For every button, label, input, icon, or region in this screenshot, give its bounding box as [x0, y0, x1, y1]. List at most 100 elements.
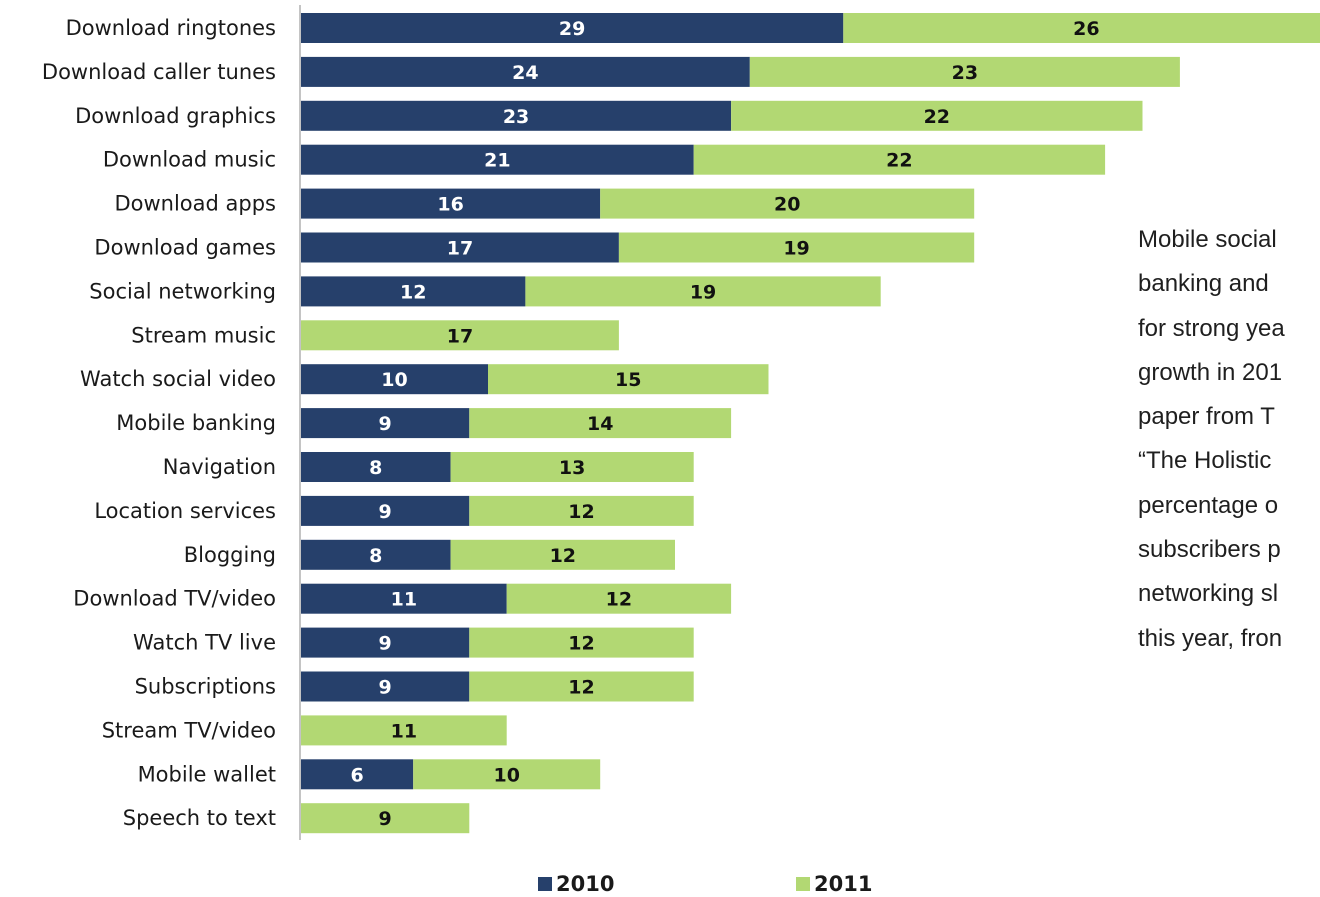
bar-2010: [301, 364, 488, 395]
note-line: paper from T: [1138, 403, 1275, 431]
bar-value-label-2010: 29: [559, 18, 585, 40]
bar-value-label-2011: 12: [606, 589, 632, 611]
category-label: Stream TV/video: [102, 718, 276, 742]
category-label: Download TV/video: [73, 587, 276, 611]
note-line: banking and: [1138, 270, 1269, 298]
category-label: Download music: [103, 148, 276, 172]
category-label: Download apps: [114, 192, 276, 216]
bar-value-label-2011: 9: [379, 808, 392, 830]
legend-item-2011: 2011: [796, 872, 872, 896]
bar-value-label-2010: 21: [484, 150, 510, 172]
bar-2011: [450, 539, 675, 570]
bar-2011: [693, 144, 1106, 175]
bar-2011: [301, 320, 619, 351]
bar-value-label-2011: 13: [559, 457, 585, 479]
note-line: Mobile social: [1138, 226, 1277, 253]
bar-value-label-2011: 23: [952, 62, 978, 84]
legend-swatch-2010: [538, 877, 552, 891]
bar-2011: [301, 803, 470, 834]
bar-value-label-2011: 10: [493, 764, 519, 786]
bar-2010: [301, 56, 750, 87]
category-label: Download graphics: [75, 104, 276, 128]
bar-value-label-2011: 12: [550, 545, 576, 567]
bar-2011: [413, 759, 601, 790]
bar-2011: [506, 583, 732, 614]
bar-value-label-2010: 9: [379, 501, 392, 523]
bar-value-label-2011: 22: [924, 106, 950, 128]
bar-value-label-2010: 12: [400, 281, 426, 303]
note-line: this year, fron: [1138, 624, 1283, 652]
bar-value-label-2011: 12: [568, 633, 594, 655]
category-label: Download games: [94, 236, 276, 260]
bar-value-label-2011: 14: [587, 413, 613, 435]
note-line: for strong yea: [1138, 314, 1285, 342]
bar-value-label-2011: 19: [783, 238, 809, 260]
bar-value-label-2011: 17: [447, 325, 473, 347]
bar-value-label-2010: 17: [447, 238, 473, 260]
bar-2011: [469, 408, 732, 439]
category-label: Subscriptions: [135, 675, 276, 699]
legend-label-2011: 2011: [814, 872, 873, 896]
bar-value-label-2010: 9: [379, 677, 392, 699]
bar-2011: [749, 56, 1180, 87]
bar-value-label-2011: 12: [568, 501, 594, 523]
bar-value-label-2011: 26: [1073, 18, 1099, 40]
bar-2011: [731, 100, 1143, 131]
bar-2010: [301, 671, 470, 702]
bar-2010: [301, 13, 844, 43]
bar-2011: [600, 188, 975, 219]
bar-value-label-2011: 11: [391, 720, 417, 742]
category-label: Speech to text: [123, 806, 276, 830]
category-label: Download ringtones: [66, 16, 276, 40]
bar-value-label-2010: 6: [350, 764, 363, 786]
bar-2010: [301, 276, 526, 307]
note-line: networking sl: [1138, 580, 1279, 608]
side-note-text: Mobile social banking and for strong yea…: [1138, 218, 1320, 661]
bar-value-label-2011: 19: [690, 281, 716, 303]
category-label: Mobile wallet: [138, 762, 276, 786]
bar-2010: [301, 495, 470, 526]
bar-2010: [301, 539, 451, 570]
bar-2010: [301, 144, 694, 175]
bar-value-label-2011: 12: [568, 677, 594, 699]
legend-swatch-2011: [796, 877, 810, 891]
bar-value-label-2010: 16: [437, 194, 463, 216]
bar-value-label-2011: 20: [774, 194, 800, 216]
bar-2010: [301, 100, 732, 131]
bar-2011: [843, 13, 1320, 43]
bar-2010: [301, 232, 619, 263]
bar-value-label-2010: 23: [503, 106, 529, 128]
bar-value-label-2010: 9: [379, 633, 392, 655]
category-label: Mobile banking: [116, 411, 276, 435]
bar-value-label-2011: 22: [886, 150, 912, 172]
category-label: Blogging: [184, 543, 276, 567]
legend-item-2010: 2010: [538, 872, 614, 896]
bar-2010: [301, 759, 414, 790]
note-line: “The Holistic: [1138, 447, 1272, 475]
category-label: Stream music: [131, 323, 276, 347]
bar-value-label-2010: 24: [512, 62, 538, 84]
bar-2011: [488, 364, 769, 395]
bar-2010: [301, 408, 470, 439]
bar-2010: [301, 188, 601, 219]
category-label: Social networking: [89, 279, 276, 303]
bar-2010: [301, 452, 451, 482]
category-label: Watch social video: [80, 367, 276, 391]
bar-value-label-2010: 8: [369, 545, 382, 567]
bar-2010: [301, 627, 470, 658]
category-label: Navigation: [163, 455, 276, 479]
bar-2011: [469, 671, 694, 702]
category-label: Location services: [94, 499, 276, 523]
bar-2011: [469, 627, 694, 658]
bar-2011: [618, 232, 975, 263]
bar-value-label-2010: 10: [381, 369, 407, 391]
note-line: subscribers p: [1138, 536, 1281, 564]
category-label: Download caller tunes: [42, 60, 276, 84]
category-label: Watch TV live: [133, 631, 276, 655]
bar-2011: [525, 276, 881, 307]
bar-2011: [469, 495, 694, 526]
bar-value-label-2010: 9: [379, 413, 392, 435]
bar-2011: [450, 452, 694, 482]
bar-value-label-2010: 11: [391, 589, 417, 611]
